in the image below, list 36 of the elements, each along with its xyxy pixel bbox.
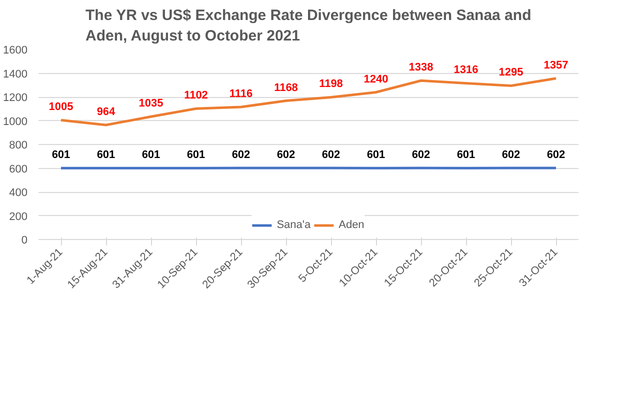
- data-label: 601: [366, 149, 386, 162]
- data-label: 1316: [454, 64, 478, 76]
- y-tick-label: 800: [9, 140, 28, 152]
- y-tick-label: 1600: [3, 44, 28, 56]
- y-tick-label: 1400: [3, 68, 28, 80]
- data-label: 1102: [184, 90, 208, 102]
- legend-label: Sana'a: [276, 219, 311, 231]
- data-label: 602: [232, 149, 250, 162]
- data-label: 601: [96, 149, 116, 162]
- data-label: 602: [546, 149, 566, 162]
- y-tick-label: 1200: [3, 92, 28, 104]
- y-tick-label: 600: [9, 163, 28, 176]
- data-label: 1338: [408, 62, 434, 74]
- data-label: 964: [96, 106, 116, 118]
- data-label: 602: [412, 149, 430, 162]
- legend-label: Aden: [338, 219, 364, 231]
- data-label: 601: [52, 149, 70, 162]
- chart-title: The YR vs US$ Exchange Rate Divergence between Sanaa and Aden, August to October 2021: [86, 7, 532, 44]
- data-label: 602: [322, 149, 340, 162]
- data-label: 1168: [274, 82, 298, 94]
- data-label: 1035: [138, 98, 164, 110]
- data-label: 1005: [48, 101, 74, 114]
- data-label: 1198: [319, 78, 343, 90]
- data-label: 602: [502, 149, 520, 162]
- y-tick-label: 1000: [3, 116, 28, 128]
- data-label: 601: [186, 149, 206, 162]
- y-tick-label: 400: [9, 187, 28, 199]
- data-label: 1240: [364, 73, 388, 86]
- data-label: 1116: [229, 88, 253, 100]
- y-tick-label: 0: [21, 234, 28, 246]
- data-label: 1357: [544, 59, 568, 72]
- data-label: 601: [456, 149, 476, 162]
- data-label: 1295: [498, 66, 524, 79]
- y-tick-label: 200: [9, 210, 28, 223]
- data-label: 601: [142, 149, 160, 162]
- data-label: 602: [276, 149, 296, 162]
